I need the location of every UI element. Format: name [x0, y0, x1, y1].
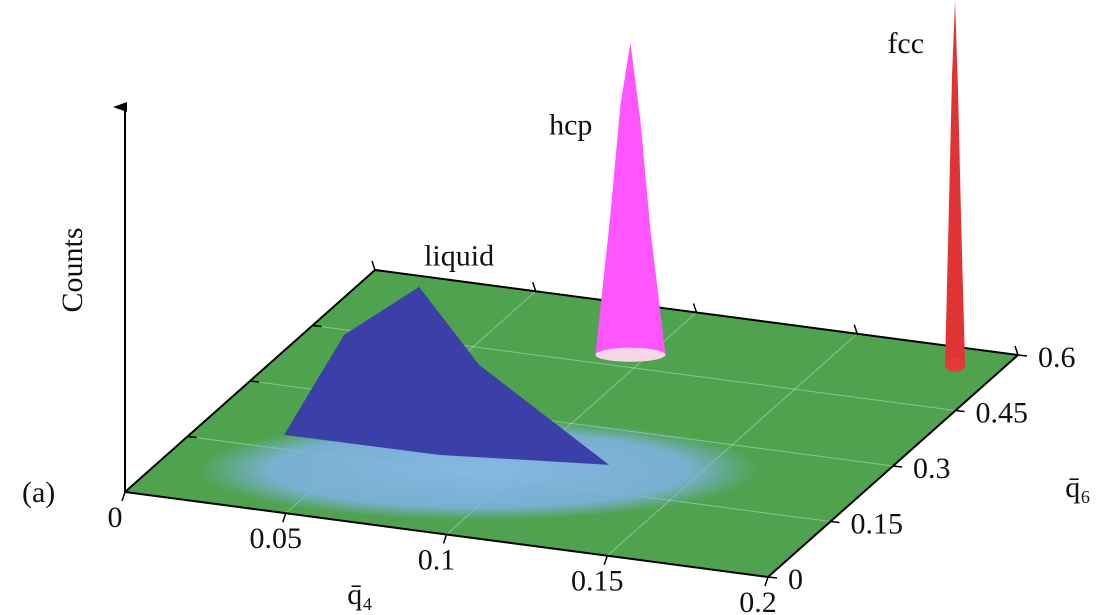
y-tick-label: 0.3: [913, 452, 951, 485]
x-tick: [603, 555, 608, 565]
peak-label: liquid: [424, 240, 494, 273]
y-tick: [187, 435, 197, 439]
peak-base: [945, 357, 966, 372]
y-tick: [249, 380, 260, 383]
y-axis-label: q̄₆: [1065, 471, 1090, 504]
z-axis-label: Counts: [56, 227, 89, 312]
x-tick: [282, 513, 287, 523]
x-tick-label: 0.2: [739, 586, 777, 615]
x-tick: [442, 534, 448, 544]
peak-label: fcc: [887, 27, 924, 60]
x-tick: [764, 576, 769, 587]
plane-edge: [124, 269, 376, 493]
peak: [284, 286, 610, 465]
x-tick-label: 0.05: [250, 522, 303, 555]
y-tick-label: 0.45: [976, 396, 1029, 429]
y-tick: [955, 409, 965, 413]
x-axis-label: q̄₄: [347, 578, 372, 611]
liquid-base: [199, 419, 760, 520]
x-tick-label: 0.15: [571, 565, 624, 598]
y-tick: [830, 520, 840, 524]
y-tick-label: 0: [788, 563, 803, 596]
peak: [595, 42, 666, 355]
plane-edge: [767, 354, 1019, 578]
peak: [945, 0, 966, 365]
plane-edge: [374, 269, 1019, 356]
plane-edge: [124, 491, 769, 578]
y-tick: [312, 324, 322, 328]
y-tick-label: 0.15: [851, 507, 904, 540]
grid-line: [606, 333, 858, 557]
y-tick: [767, 576, 778, 579]
x-tick: [692, 303, 698, 313]
peak-label: hcp: [549, 109, 592, 142]
x-tick-label: 0.1: [418, 543, 456, 576]
x-tick: [532, 282, 537, 292]
y-tick-label: 0.6: [1038, 341, 1076, 374]
x-tick: [121, 491, 126, 502]
x-tick: [853, 324, 858, 334]
y-tick: [1017, 354, 1028, 357]
panel-label: (a): [22, 476, 55, 509]
y-tick: [892, 465, 903, 468]
x-tick: [371, 260, 376, 271]
x-tick: [1014, 345, 1019, 356]
peak-base: [595, 347, 666, 362]
x-tick-label: 0: [108, 501, 123, 534]
